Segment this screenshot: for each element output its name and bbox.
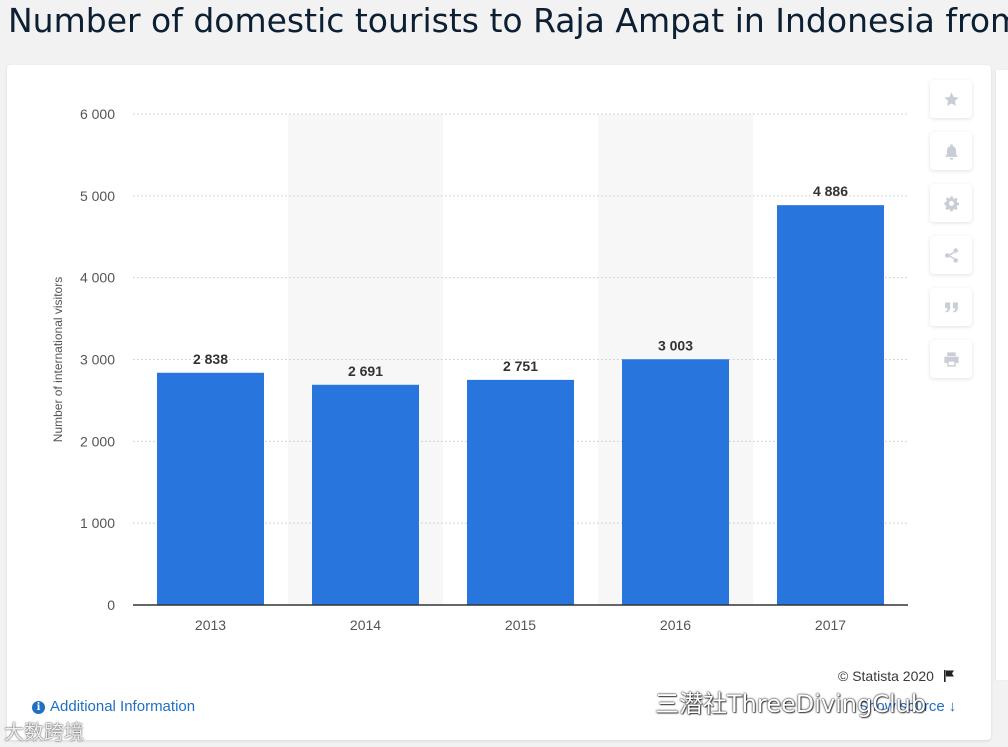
show-source-label: Show source [858, 698, 945, 715]
gear-icon [943, 195, 959, 211]
download-icon: ↓ [948, 698, 957, 715]
share-button[interactable] [930, 236, 972, 274]
watermark-left-text: 大数跨境 [4, 720, 84, 744]
watermark-right-text: 三潜社ThreeDivingClub [655, 690, 927, 718]
x-tick-label: 2013 [195, 617, 226, 633]
y-tick-label: 6 000 [80, 106, 115, 122]
copyright-text: © Statista 2020 [838, 668, 934, 684]
y-tick-label: 0 [107, 597, 115, 613]
quote-icon [944, 302, 958, 312]
bell-icon [944, 143, 958, 160]
watermark-left: 大数跨境 [4, 716, 84, 745]
share-icon [944, 247, 958, 263]
y-tick-label: 3 000 [80, 352, 115, 368]
show-source-link[interactable]: Show source ↓ [858, 698, 956, 715]
y-axis-title: Number of international visitors [51, 277, 65, 442]
x-tick-label: 2016 [660, 617, 691, 633]
settings-button[interactable] [930, 184, 972, 222]
bar-2017[interactable] [777, 205, 884, 605]
page-title: Number of domestic tourists to Raja Ampa… [8, 1, 1008, 40]
y-tick-label: 5 000 [80, 188, 115, 204]
x-tick-label: 2017 [815, 617, 846, 633]
star-icon [943, 91, 959, 106]
y-tick-label: 1 000 [80, 515, 115, 531]
notification-button[interactable] [930, 132, 972, 170]
watermark-right: 三潜社ThreeDivingClub [655, 684, 926, 719]
print-button[interactable] [930, 340, 972, 378]
data-label: 2 691 [348, 363, 383, 379]
bar-2016[interactable] [622, 359, 729, 605]
x-tick-label: 2015 [505, 617, 536, 633]
data-label: 4 886 [813, 183, 848, 199]
bar-2013[interactable] [157, 372, 264, 605]
print-icon [943, 351, 959, 367]
y-tick-label: 4 000 [80, 270, 115, 286]
data-label: 2 838 [193, 351, 228, 367]
favorite-button[interactable] [930, 80, 972, 118]
info-icon: i [32, 701, 45, 714]
data-label: 3 003 [658, 337, 693, 353]
citation-button[interactable] [930, 288, 972, 326]
bar-2015[interactable] [467, 379, 574, 605]
copyright-notice: © Statista 2020 [838, 668, 956, 684]
chart-toolbar [930, 80, 974, 392]
adjacent-panel-edge [996, 70, 1008, 680]
data-label: 2 751 [503, 358, 538, 374]
additional-information-label: Additional Information [50, 698, 196, 715]
additional-information-link[interactable]: i Additional Information [32, 698, 195, 715]
y-tick-label: 2 000 [80, 433, 115, 449]
bar-2014[interactable] [312, 384, 419, 605]
flag-icon[interactable] [942, 669, 956, 683]
x-tick-label: 2014 [350, 617, 381, 633]
